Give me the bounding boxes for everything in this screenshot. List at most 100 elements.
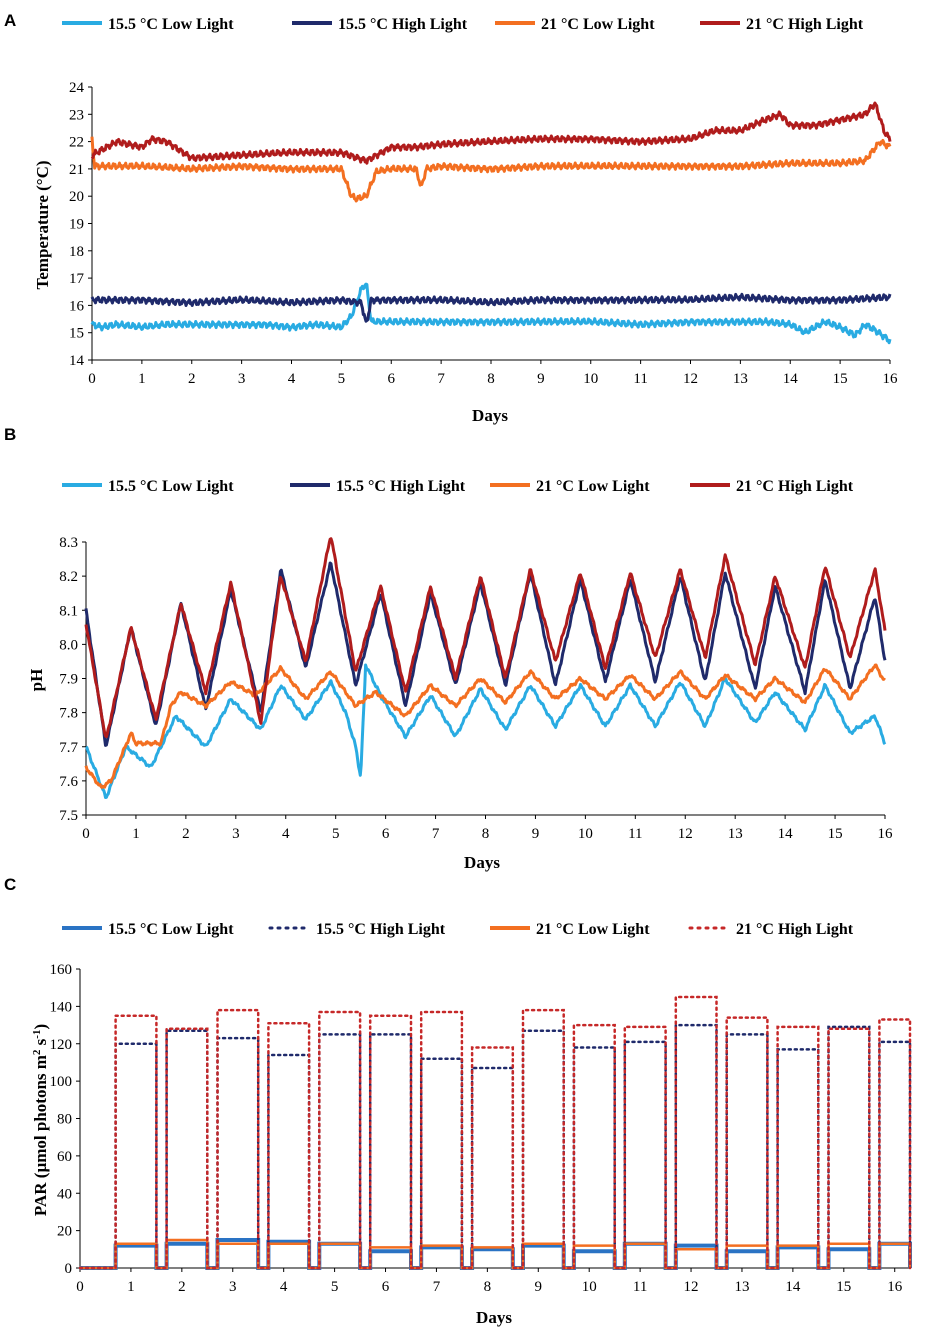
par-series-15-5-c-high-light (78, 1023, 912, 1270)
ylabel-panel-b: pH (27, 669, 46, 692)
temp-xtick-label: 2 (188, 371, 196, 387)
temp-xtick-label: 9 (537, 371, 545, 387)
par-xtick-label: 12 (684, 1279, 699, 1295)
temp-legend-label-15-5-c-low-light: 15.5 °C Low Light (108, 16, 234, 33)
ph-ytick-label: 8.3 (59, 535, 78, 551)
par-series-21-c-high-light (78, 995, 912, 1270)
temp-ytick-label: 22 (69, 135, 84, 151)
par-xtick-label: 2 (178, 1279, 186, 1295)
par-xtick-label: 3 (229, 1279, 237, 1295)
temp-legend-label-21-c-low-light: 21 °C Low Light (541, 16, 655, 33)
ph-xtick-label: 3 (232, 826, 240, 842)
temp-series-15-5-c-low-light (90, 282, 892, 345)
panel-a: A 15.5 °C Low Light 15.5 °C High Light 21 … (4, 11, 898, 425)
ph-xtick-label: 0 (82, 826, 90, 842)
ph-series-15-5-c-low-light (85, 663, 887, 799)
panel-b: B 15.5 °C Low Light 15.5 °C High Light 21 … (4, 425, 893, 872)
par-xtick-label: 4 (280, 1279, 288, 1295)
par-xtick-label: 5 (331, 1279, 339, 1295)
par-xtick-label: 9 (535, 1279, 543, 1295)
par-legend-label-21-c-low-light: 21 °C Low Light (536, 921, 650, 938)
par-ytick-label: 120 (50, 1037, 73, 1053)
par-xtick-label: 14 (785, 1279, 801, 1295)
par-xtick-label: 10 (582, 1279, 597, 1295)
ph-xtick-label: 11 (628, 826, 642, 842)
par-xtick-label: 7 (433, 1279, 441, 1295)
legend-panel-b: 15.5 °C Low Light 15.5 °C High Light 21 °C… (62, 478, 854, 495)
par-ytick-label: 160 (50, 962, 73, 978)
temp-xtick-label: 16 (883, 371, 899, 387)
temp-xtick-label: 14 (783, 371, 799, 387)
par-xtick-label: 16 (887, 1279, 903, 1295)
temp-xtick-label: 11 (633, 371, 647, 387)
temp-xtick-label: 0 (88, 371, 96, 387)
temp-ytick-label: 21 (69, 162, 84, 178)
par-legend-label-15-5-c-low-light: 15.5 °C Low Light (108, 921, 234, 938)
legend-panel-c: 15.5 °C Low Light 15.5 °C High Light 21 °C… (62, 921, 854, 938)
ph-ytick-label: 8.0 (59, 637, 78, 653)
temp-xtick-label: 15 (833, 371, 848, 387)
par-ytick-label: 20 (57, 1224, 72, 1240)
legend-panel-a: 15.5 °C Low Light 15.5 °C High Light 21 °C… (62, 16, 864, 33)
ph-xtick-label: 4 (282, 826, 290, 842)
ph-xtick-label: 8 (482, 826, 490, 842)
temp-ytick-label: 24 (69, 80, 85, 96)
xlabel-panel-c: Days (476, 1308, 512, 1327)
temp-series-21-c-high-light (90, 101, 892, 165)
par-ytick-label: 140 (50, 999, 73, 1015)
ph-xtick-label: 14 (778, 826, 794, 842)
par-xtick-label: 13 (734, 1279, 749, 1295)
ph-xtick-label: 6 (382, 826, 390, 842)
xlabel-panel-a: Days (472, 406, 508, 425)
ylabel-c-main: PAR (µmol photons m (31, 1055, 50, 1216)
panel-label-b: B (4, 425, 16, 444)
par-xtick-label: 1 (127, 1279, 135, 1295)
par-xtick-label: 8 (484, 1279, 492, 1295)
par-ytick-label: 80 (57, 1112, 72, 1128)
ph-ytick-label: 7.6 (59, 774, 78, 790)
temp-xtick-label: 12 (683, 371, 698, 387)
par-xtick-label: 6 (382, 1279, 390, 1295)
ph-ytick-label: 7.9 (59, 672, 78, 688)
panel-c: C 15.5 °C Low Light 15.5 °C High Light 21 … (4, 875, 912, 1327)
temp-xtick-label: 5 (338, 371, 346, 387)
temp-ytick-label: 14 (69, 353, 85, 369)
ylabel-c-mid: s (31, 1038, 50, 1049)
ph-xtick-label: 10 (578, 826, 593, 842)
ylabel-c-sup1: 2 (31, 1049, 43, 1055)
temp-series-15-5-c-high-light (90, 292, 892, 323)
temp-ytick-label: 18 (69, 244, 84, 260)
panel-label-c: C (4, 875, 16, 894)
ph-xtick-label: 1 (132, 826, 140, 842)
par-legend-label-15-5-c-high-light: 15.5 °C High Light (316, 921, 446, 938)
par-ytick-label: 40 (57, 1186, 72, 1202)
ph-ytick-label: 7.8 (59, 706, 78, 722)
ph-xtick-label: 5 (332, 826, 340, 842)
ph-series-21-c-low-light (84, 663, 886, 789)
par-ytick-label: 100 (50, 1074, 73, 1090)
temp-ytick-label: 17 (69, 271, 85, 287)
temp-xtick-label: 13 (733, 371, 748, 387)
temp-xtick-label: 6 (388, 371, 396, 387)
ylabel-c-sup2: -1 (31, 1030, 43, 1039)
ph-legend-label-21-c-high-light: 21 °C High Light (736, 478, 854, 495)
temp-xtick-label: 3 (238, 371, 246, 387)
ph-legend-label-15-5-c-high-light: 15.5 °C High Light (336, 478, 466, 495)
temp-xtick-label: 8 (487, 371, 495, 387)
temp-ytick-label: 15 (69, 326, 84, 342)
ph-legend-label-15-5-c-low-light: 15.5 °C Low Light (108, 478, 234, 495)
ylabel-panel-c: PAR (µmol photons m2 s-1) (31, 1024, 50, 1216)
plot-ph: 7.57.67.77.87.98.08.18.28.30 1 2 3 4 5 6 7 8 9 10 1… (59, 535, 893, 842)
ph-ytick-label: 8.2 (59, 569, 78, 585)
par-ytick-label: 60 (57, 1149, 72, 1165)
temp-ytick-label: 19 (69, 217, 84, 233)
par-series-15-5-c-low-light (80, 1238, 912, 1270)
temp-xtick-label: 10 (583, 371, 598, 387)
panel-label-a: A (4, 11, 16, 30)
temp-xtick-label: 7 (437, 371, 445, 387)
temp-ytick-label: 16 (69, 298, 85, 314)
temp-ytick-label: 23 (69, 107, 84, 123)
